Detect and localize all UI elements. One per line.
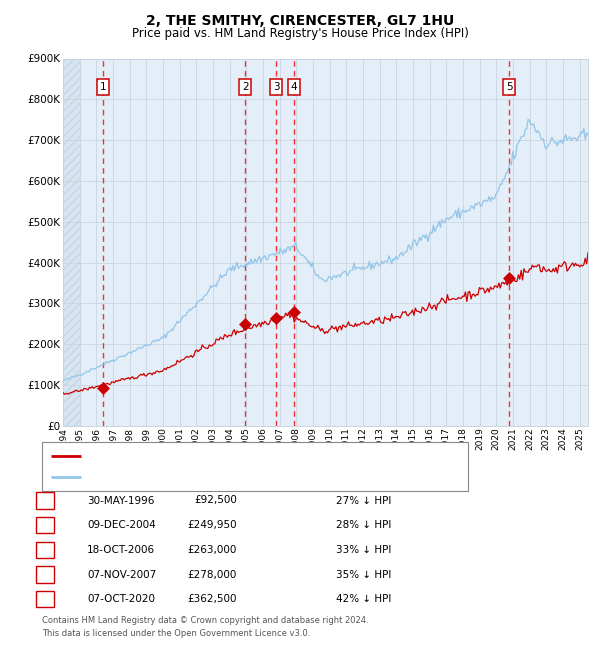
Bar bbox=[63, 58, 80, 426]
Text: 4: 4 bbox=[290, 82, 297, 92]
Text: 4: 4 bbox=[41, 569, 49, 580]
Text: 3: 3 bbox=[273, 82, 280, 92]
Text: 30-MAY-1996: 30-MAY-1996 bbox=[87, 495, 154, 506]
Text: 2: 2 bbox=[242, 82, 248, 92]
Text: 2, THE SMITHY, CIRENCESTER, GL7 1HU: 2, THE SMITHY, CIRENCESTER, GL7 1HU bbox=[146, 14, 454, 29]
Text: 5: 5 bbox=[506, 82, 512, 92]
Text: 33% ↓ HPI: 33% ↓ HPI bbox=[336, 545, 391, 555]
Text: 27% ↓ HPI: 27% ↓ HPI bbox=[336, 495, 391, 506]
Text: 1: 1 bbox=[41, 495, 49, 506]
Text: 18-OCT-2006: 18-OCT-2006 bbox=[87, 545, 155, 555]
Text: 1: 1 bbox=[100, 82, 106, 92]
Text: 35% ↓ HPI: 35% ↓ HPI bbox=[336, 569, 391, 580]
Text: HPI: Average price, detached house, Cotswold: HPI: Average price, detached house, Cots… bbox=[87, 472, 328, 482]
Text: Contains HM Land Registry data © Crown copyright and database right 2024.: Contains HM Land Registry data © Crown c… bbox=[42, 616, 368, 625]
Text: Price paid vs. HM Land Registry's House Price Index (HPI): Price paid vs. HM Land Registry's House … bbox=[131, 27, 469, 40]
Text: £362,500: £362,500 bbox=[187, 594, 237, 604]
Text: £92,500: £92,500 bbox=[194, 495, 237, 506]
Text: 5: 5 bbox=[41, 594, 49, 604]
Text: 07-NOV-2007: 07-NOV-2007 bbox=[87, 569, 156, 580]
Text: 2: 2 bbox=[41, 520, 49, 530]
Text: 07-OCT-2020: 07-OCT-2020 bbox=[87, 594, 155, 604]
Text: This data is licensed under the Open Government Licence v3.0.: This data is licensed under the Open Gov… bbox=[42, 629, 310, 638]
Bar bbox=[63, 58, 80, 426]
Text: 3: 3 bbox=[41, 545, 49, 555]
Text: 42% ↓ HPI: 42% ↓ HPI bbox=[336, 594, 391, 604]
Text: 28% ↓ HPI: 28% ↓ HPI bbox=[336, 520, 391, 530]
Text: 09-DEC-2004: 09-DEC-2004 bbox=[87, 520, 156, 530]
Text: £278,000: £278,000 bbox=[188, 569, 237, 580]
Text: 2, THE SMITHY, CIRENCESTER, GL7 1HU (detached house): 2, THE SMITHY, CIRENCESTER, GL7 1HU (det… bbox=[87, 450, 389, 461]
Text: £249,950: £249,950 bbox=[187, 520, 237, 530]
Text: £263,000: £263,000 bbox=[188, 545, 237, 555]
